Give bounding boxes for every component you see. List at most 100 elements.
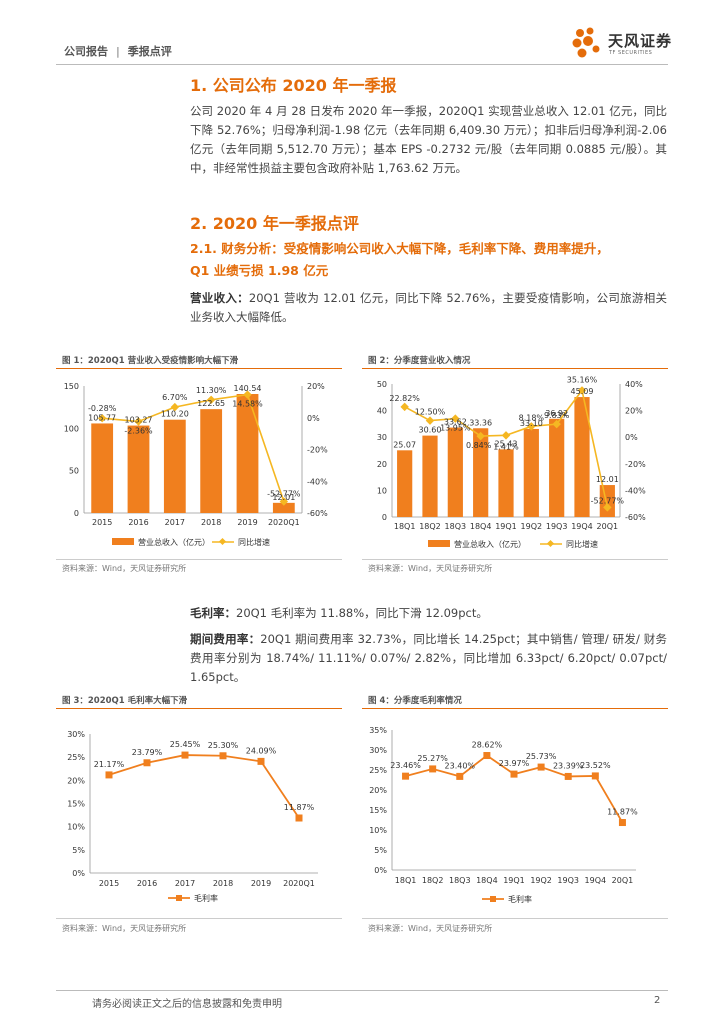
y-tick-label: 35% [369, 726, 387, 735]
growth-value-label: 8.18% [519, 413, 545, 422]
bar [200, 409, 223, 513]
growth-point [400, 402, 409, 412]
y-tick-label: 0 [74, 509, 79, 518]
growth-value-label: 11.30% [196, 386, 227, 395]
growth-point [603, 503, 612, 512]
report-type: 公司报告 [64, 45, 108, 58]
figure-1-chart: 0 50 100 150 20% 0% -20% -40% -60% 2015 2016 2017 20… [64, 382, 328, 547]
figure-3-title: 图 3：2020Q1 毛利率大幅下滑 [62, 696, 188, 706]
gross-margin-point [510, 770, 518, 778]
gross-margin-value-label: 25.27% [417, 754, 448, 763]
growth-value-label: -2.36% [124, 426, 153, 435]
gross-margin-value-label: 25.45% [170, 740, 201, 749]
figure-2-top-rule [362, 368, 668, 369]
gross-margin-point [257, 757, 265, 765]
bar [91, 423, 114, 513]
x-tick-label: 19Q1 [495, 522, 517, 531]
subsection-2-1-title: 2.1. 财务分析：受疫情影响公司收入大幅下降，毛利率下降、费用率提升， Q1 … [190, 238, 670, 282]
gross-margin-value-label: 25.73% [526, 752, 557, 761]
bar-value-label: 33.62 [444, 418, 467, 427]
growth-point [243, 390, 252, 399]
y2-tick-label: 20% [625, 407, 643, 416]
gross-margin-value-label: 23.79% [132, 748, 163, 757]
y-tick-label: 5% [72, 846, 85, 855]
figure-2-source: 资料来源：Wind，天风证券研究所 [368, 564, 493, 573]
growth-value-label: 1.41% [493, 442, 519, 451]
section-1-body: 公司 2020 年 4 月 28 日发布 2020 年一季报，2020Q1 实现… [190, 104, 667, 175]
legend-line-marker [218, 537, 227, 546]
figure-2-title: 图 2：分季度营业收入情况 [368, 356, 471, 366]
gross-margin-value-label: 21.17% [94, 760, 125, 769]
legend-bar-label: 营业总收入（亿元） [454, 539, 526, 549]
bar-value-label: 140.54 [234, 384, 262, 393]
x-tick-label: 18Q2 [422, 876, 444, 885]
x-tick-label: 2020Q1 [283, 879, 315, 888]
footer-disclaimer: 请务必阅读正文之后的信息披露和免责申明 [92, 999, 282, 1010]
x-tick-label: 19Q3 [546, 522, 568, 531]
figure-2-chart: 0 10 20 30 40 50 40% 20% 0% -20% -40% -60% 18Q1 18Q2 1… [377, 375, 646, 549]
y2-tick-label: -20% [625, 460, 646, 469]
x-tick-label: 2016 [137, 879, 157, 888]
expense-label: 期间费用率： [190, 632, 261, 646]
growth-line [102, 393, 285, 502]
bar-value-label: 122.65 [197, 399, 225, 408]
header-separator: | [115, 45, 120, 58]
legend-line-label: 毛利率 [194, 893, 218, 903]
figure-3-source: 资料来源：Wind，天风证券研究所 [62, 924, 187, 933]
figure-1-source: 资料来源：Wind，天风证券研究所 [62, 564, 187, 573]
x-tick-label: 2018 [213, 879, 233, 888]
bar-value-label: 45.09 [571, 387, 594, 396]
growth-value-label: 12.50% [415, 408, 446, 417]
growth-point [425, 416, 435, 425]
y-tick-label: 100 [64, 424, 79, 433]
y-tick-label: 10% [369, 826, 387, 835]
x-tick-label: 2017 [175, 879, 195, 888]
x-tick-label: 19Q1 [503, 876, 525, 885]
growth-value-label: -52.77% [591, 496, 625, 505]
expense-text: 20Q1 期间费用率 32.73%，同比增长 14.25pct；其中销售/ 管理… [190, 632, 667, 684]
x-tick-label: 2018 [201, 518, 221, 527]
growth-value-label: -52.77% [267, 490, 301, 499]
x-tick-label: 2015 [92, 518, 112, 527]
bar [422, 435, 438, 517]
legend-line-label: 同比增速 [566, 539, 598, 549]
bar [127, 425, 150, 513]
bar [473, 428, 489, 517]
growth-value-label: 13.95% [440, 424, 471, 433]
growth-point [206, 395, 216, 405]
x-tick-label: 19Q2 [530, 876, 552, 885]
report-subtype: 季报点评 [127, 45, 172, 58]
bar-value-label: 12.01 [272, 493, 295, 502]
y2-tick-label: 0% [307, 414, 320, 423]
bar [523, 428, 539, 517]
y-tick-label: 10 [377, 486, 387, 495]
company-logo-icon [572, 27, 600, 58]
growth-point [552, 419, 561, 429]
figure-1-bottom-rule [56, 559, 342, 560]
bar [163, 419, 186, 513]
gross-margin-point [618, 819, 626, 827]
page-number: 2 [654, 995, 661, 1006]
y-tick-label: 40 [377, 407, 387, 416]
legend-bar-swatch [428, 540, 450, 547]
gross-margin-value-label: 11.87% [284, 803, 315, 812]
header-breadcrumb: 公司报告 | 季报点评 [64, 43, 172, 59]
growth-value-label: 35.16% [567, 375, 598, 384]
logo-text: 天风证券 [608, 32, 673, 50]
figure-4-source: 资料来源：Wind，天风证券研究所 [368, 924, 493, 933]
x-tick-label: 19Q3 [557, 876, 579, 885]
x-tick-label: 20Q1 [597, 522, 619, 531]
y-tick-label: 25% [369, 766, 387, 775]
gross-margin-point [564, 772, 572, 780]
bar-value-label: 36.92 [545, 409, 568, 418]
figure-4-bottom-rule [362, 918, 668, 919]
expense-paragraph: 期间费用率：20Q1 期间费用率 32.73%，同比增长 14.25pct；其中… [190, 630, 667, 687]
y-tick-label: 15% [67, 800, 85, 809]
growth-value-label: 9.83% [544, 411, 570, 420]
revenue-text: 20Q1 营收为 12.01 亿元，同比下降 52.76%，主要受疫情影响，公司… [190, 291, 667, 324]
figure-4-chart: 35% 30% 25% 20% 15% 10% 5% 0% 18Q1 23.46% 18Q2 25.2… [369, 726, 638, 904]
bar-value-label: 25.43 [495, 439, 518, 448]
bar-value-label: 30.60 [419, 426, 442, 435]
y-tick-label: 50 [69, 467, 79, 476]
gross-margin-text: 20Q1 毛利率为 11.88%，同比下滑 12.09pct。 [236, 606, 488, 620]
